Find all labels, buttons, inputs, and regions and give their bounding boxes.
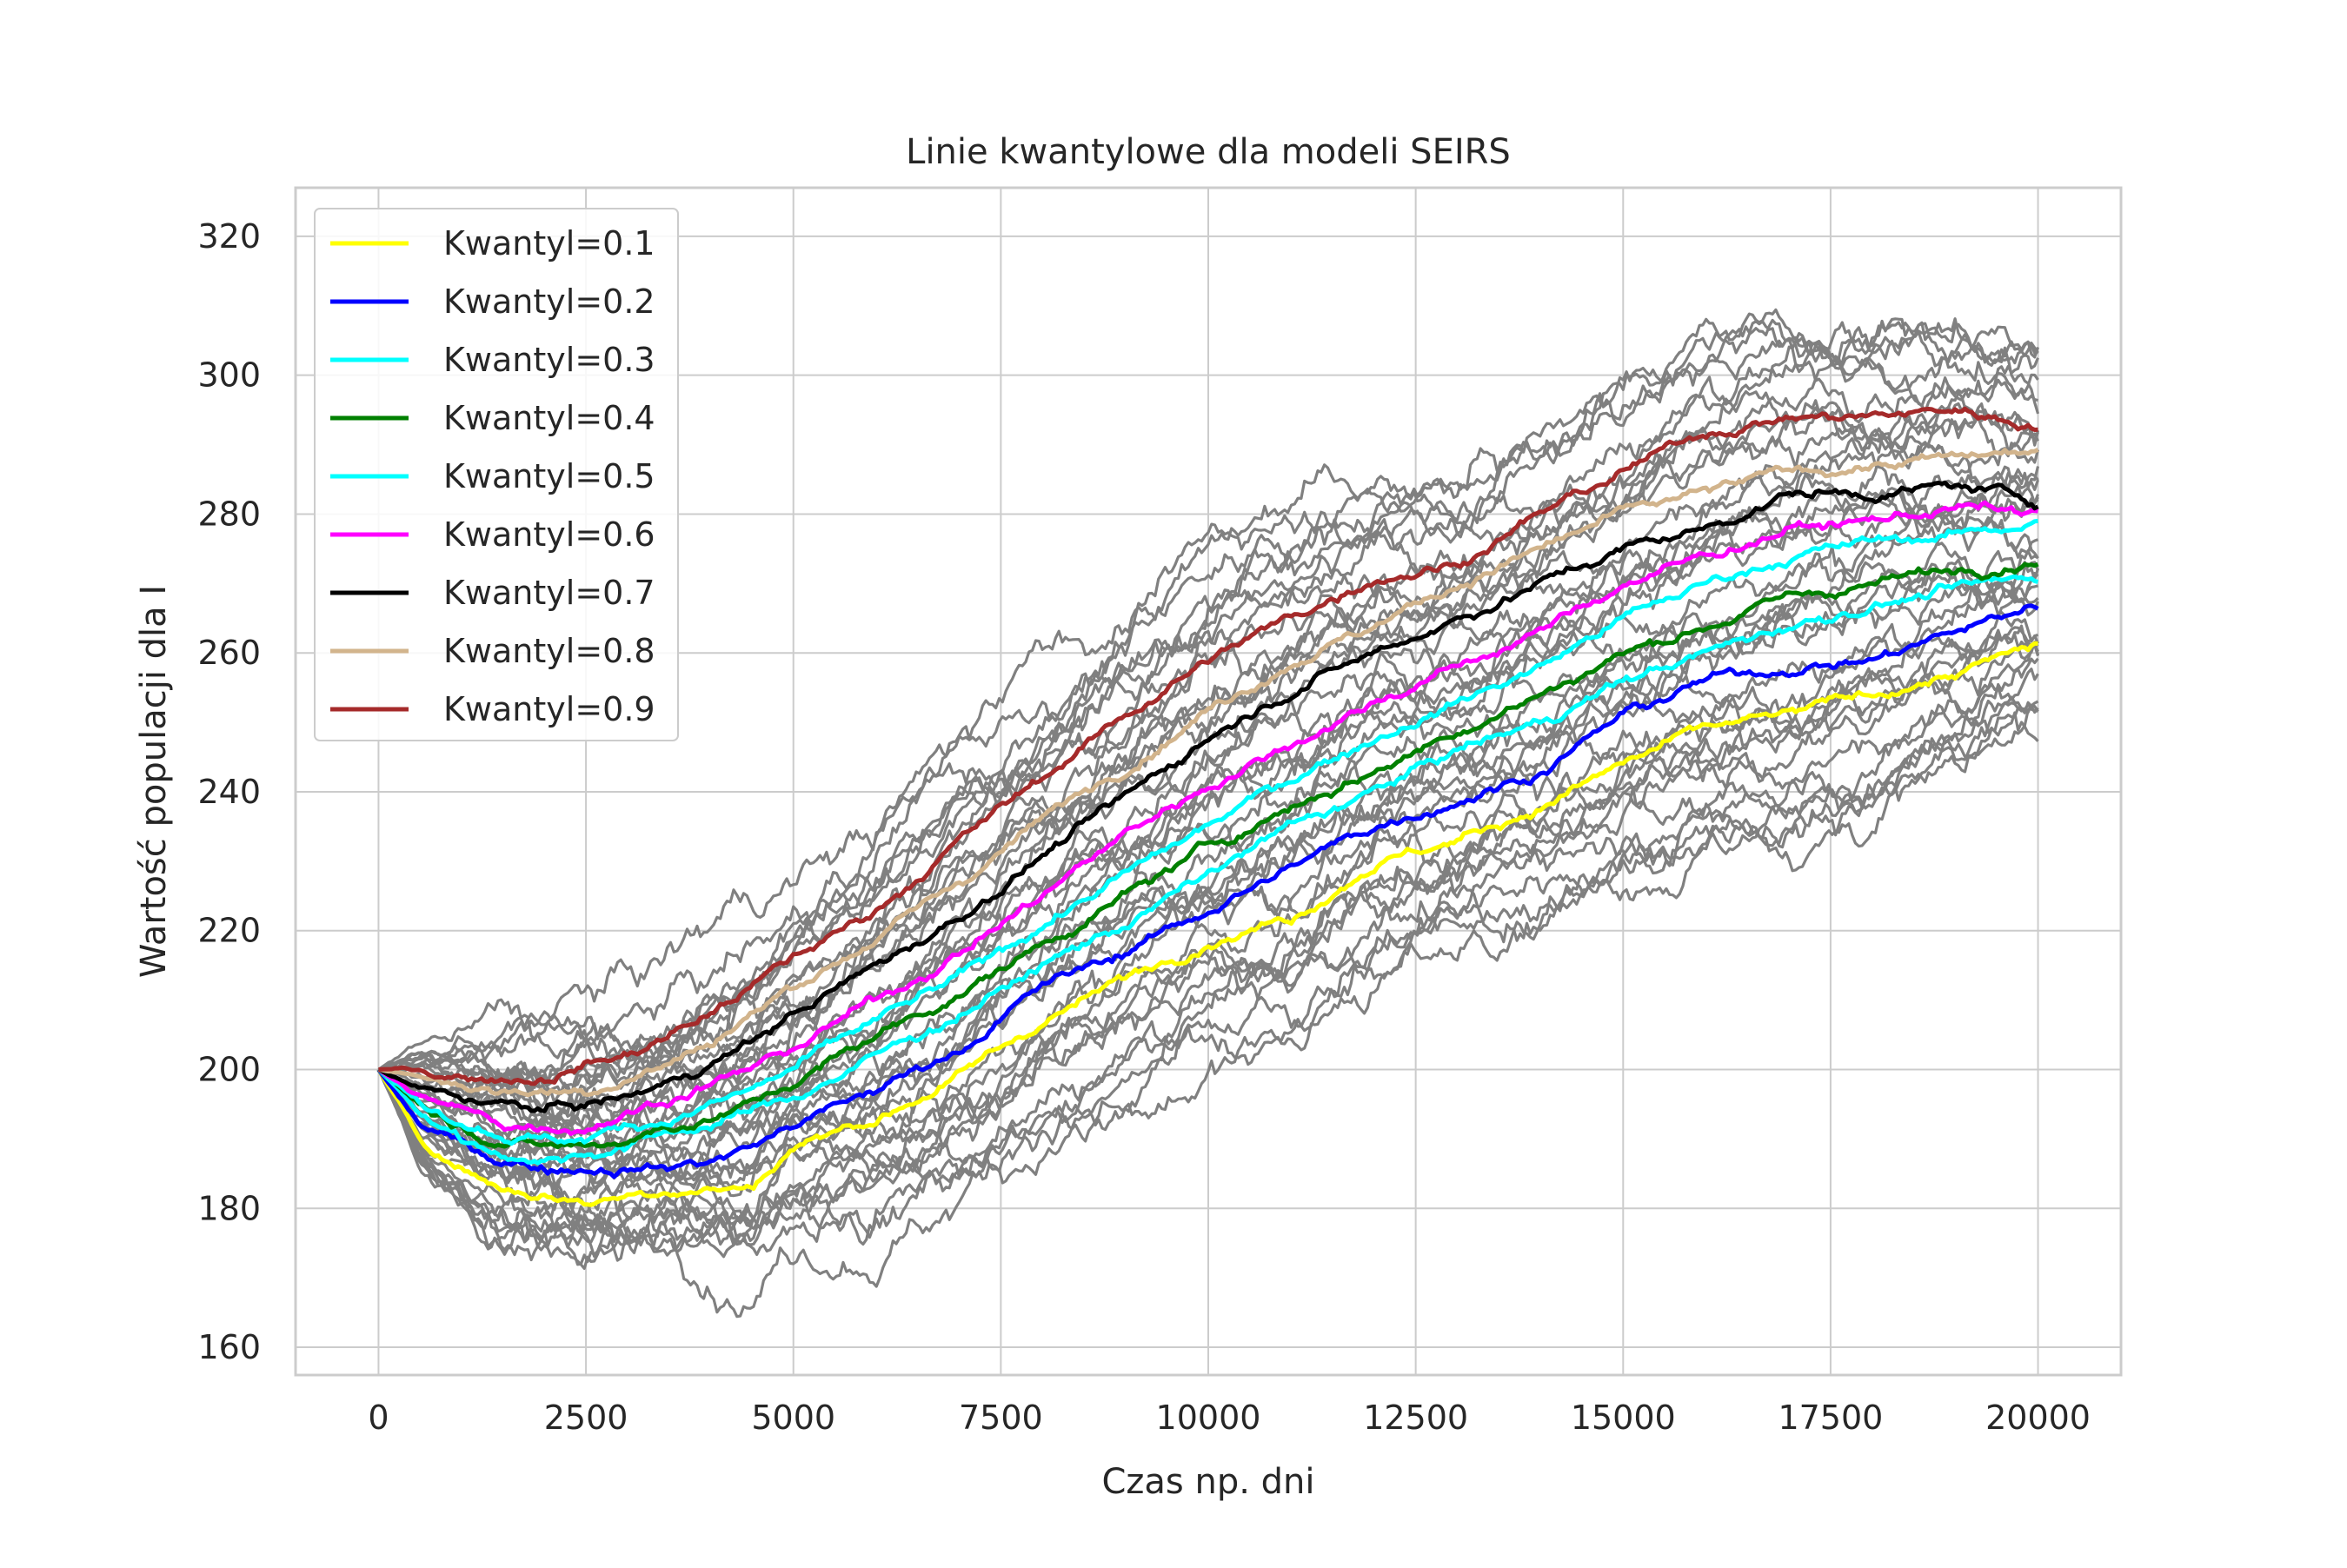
- chart-title: Linie kwantylowe dla modeli SEIRS: [906, 132, 1511, 172]
- y-tick-label: 220: [197, 912, 261, 950]
- series-line-5: [376, 518, 2038, 1146]
- series-line-3: [376, 574, 2039, 1166]
- simulation-line: [378, 399, 2039, 1072]
- x-tick-label: 17500: [1778, 1399, 1883, 1437]
- simulation-line: [377, 703, 2039, 1319]
- simulation-line: [377, 308, 2040, 1071]
- series-line-8: [378, 448, 2039, 1098]
- simulation-line: [377, 391, 2040, 1122]
- simulation-line: [377, 695, 2039, 1255]
- legend-label: Kwantyl=0.7: [443, 574, 655, 612]
- legend-label: Kwantyl=0.6: [443, 515, 655, 554]
- plot-frame: [294, 186, 2123, 1377]
- legend-items: Kwantyl=0.1 Kwantyl=0.2 Kwantyl=0.3 Kwantyl…: [330, 224, 655, 728]
- quantile-series: [376, 406, 2039, 1207]
- x-tick-label: 20000: [1985, 1399, 2091, 1437]
- simulation-line: [377, 437, 2039, 1087]
- x-tick-label: 7500: [959, 1399, 1043, 1437]
- series-line-4: [376, 561, 2039, 1150]
- y-tick-label: 200: [197, 1051, 261, 1089]
- legend-label: Kwantyl=0.5: [443, 457, 655, 495]
- y-tick-label: 320: [197, 217, 261, 256]
- legend-label: Kwantyl=0.9: [443, 690, 655, 728]
- simulation-line: [377, 468, 2040, 1153]
- series-line-6: [377, 500, 2038, 1136]
- legend-label: Kwantyl=0.3: [443, 341, 655, 379]
- simulation-line: [378, 317, 2039, 1088]
- simulation-line: [378, 317, 2038, 1128]
- simulation-line: [377, 342, 2040, 1126]
- x-tick-label: 0: [368, 1399, 389, 1437]
- series-line-1: [376, 641, 2038, 1207]
- legend-label: Kwantyl=0.2: [443, 282, 655, 321]
- legend: Kwantyl=0.1 Kwantyl=0.2 Kwantyl=0.3 Kwantyl…: [314, 208, 679, 741]
- legend-box: [314, 208, 679, 741]
- x-axis-label: Czas np. dni: [1101, 1462, 1314, 1502]
- legend-label: Kwantyl=0.8: [443, 632, 655, 670]
- tick-labels: 0 2500 5000 7500 10000 12500 15000 17500 20000 16…: [197, 217, 2091, 1437]
- y-tick-label: 260: [197, 634, 261, 672]
- legend-label: Kwantyl=0.1: [443, 224, 655, 262]
- y-tick-label: 280: [197, 495, 261, 533]
- simulation-line: [377, 584, 2038, 1198]
- x-tick-label: 5000: [751, 1399, 835, 1437]
- simulation-line: [377, 657, 2039, 1266]
- simulation-line: [377, 336, 2039, 1093]
- x-tick-label: 12500: [1363, 1399, 1468, 1437]
- y-tick-label: 160: [197, 1328, 261, 1366]
- simulation-line: [377, 504, 2039, 1151]
- simulation-line: [377, 561, 2039, 1206]
- x-tick-label: 2500: [544, 1399, 628, 1437]
- grid-layer: [296, 188, 2121, 1375]
- simulation-lines: [377, 308, 2040, 1319]
- y-tick-label: 240: [197, 773, 261, 811]
- legend-label: Kwantyl=0.4: [443, 399, 655, 437]
- y-tick-label: 300: [197, 356, 261, 395]
- simulation-line: [377, 624, 2039, 1257]
- y-tick-label: 180: [197, 1189, 261, 1227]
- series-line-9: [378, 406, 2038, 1086]
- x-tick-label: 15000: [1571, 1399, 1676, 1437]
- simulation-line: [378, 431, 2039, 1133]
- series-line-2: [376, 603, 2039, 1179]
- simulation-line: [377, 668, 2039, 1259]
- series-line-7: [377, 480, 2039, 1113]
- x-tick-label: 10000: [1156, 1399, 1261, 1437]
- y-axis-label: Wartość populacji dla I: [134, 585, 174, 978]
